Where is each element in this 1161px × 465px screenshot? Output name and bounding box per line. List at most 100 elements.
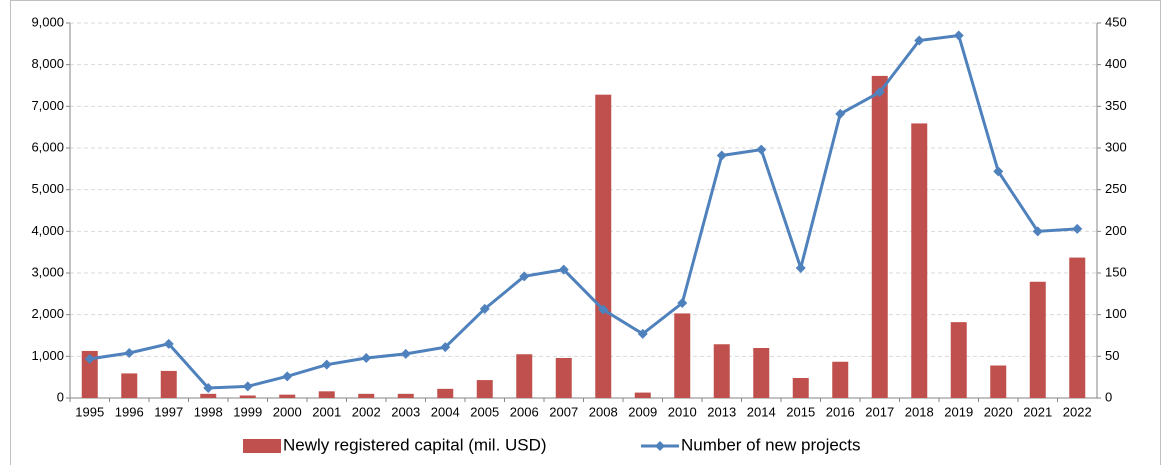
- x-tick-label: 1995: [75, 404, 104, 419]
- y-tick-label: 4,000: [31, 223, 64, 238]
- bar: [318, 391, 335, 398]
- marker: [716, 150, 727, 161]
- x-tick-label: 2013: [707, 404, 736, 419]
- marker: [440, 342, 451, 353]
- marker: [677, 298, 688, 308]
- marker: [637, 328, 648, 339]
- y2-tick-label: 350: [1105, 98, 1127, 113]
- chart-frame: [10, 0, 1161, 465]
- marker: [400, 348, 411, 359]
- legend-marker: [655, 441, 665, 451]
- x-tick-label: 2017: [865, 404, 894, 419]
- marker: [993, 166, 1004, 177]
- marker: [953, 30, 964, 41]
- bar: [1069, 257, 1086, 398]
- x-tick-label: 2009: [628, 404, 657, 419]
- marker: [361, 353, 372, 363]
- legend-label: Newly registered capital (mil. USD): [283, 435, 547, 454]
- y-tick-label: 3,000: [31, 264, 64, 279]
- y2-tick-label: 200: [1105, 223, 1127, 238]
- bar: [792, 378, 809, 398]
- y2-tick-label: 400: [1105, 56, 1127, 71]
- bar: [911, 123, 928, 399]
- marker: [163, 338, 174, 349]
- bar: [753, 348, 770, 398]
- y2-tick-label: 150: [1105, 264, 1127, 279]
- x-tick-label: 2007: [549, 404, 578, 419]
- bar: [950, 322, 967, 398]
- y2-tick-label: 300: [1105, 139, 1127, 154]
- bar: [1029, 281, 1046, 398]
- marker: [874, 87, 885, 98]
- marker: [242, 381, 253, 392]
- bar: [397, 393, 414, 398]
- x-tick-label: 1998: [194, 404, 223, 419]
- x-tick-label: 1999: [233, 404, 262, 419]
- y-tick-label: 5,000: [31, 181, 64, 196]
- x-tick-label: 2000: [273, 404, 302, 419]
- x-tick-label: 2016: [826, 404, 855, 419]
- y-tick-label: 6,000: [31, 139, 64, 154]
- bar: [595, 94, 612, 399]
- y2-tick-label: 50: [1105, 348, 1119, 363]
- y2-tick-label: 450: [1105, 14, 1127, 29]
- marker: [84, 353, 95, 364]
- y-tick-label: 0: [57, 389, 64, 404]
- y2-tick-label: 0: [1105, 389, 1112, 404]
- marker: [914, 35, 925, 46]
- bar: [358, 393, 375, 398]
- bar: [832, 361, 849, 398]
- marker: [203, 383, 214, 393]
- marker: [835, 108, 846, 119]
- x-tick-label: 2006: [510, 404, 539, 419]
- x-tick-label: 2021: [1023, 404, 1052, 419]
- x-tick-label: 2010: [668, 404, 697, 419]
- bar: [674, 313, 691, 398]
- x-tick-label: 2008: [589, 404, 618, 419]
- y-tick-label: 8,000: [31, 56, 64, 71]
- x-tick-label: 2015: [786, 404, 815, 419]
- x-tick-label: 2019: [944, 404, 973, 419]
- legend-swatch: [243, 439, 281, 453]
- bar: [200, 393, 217, 398]
- bar: [516, 354, 533, 398]
- marker: [1072, 223, 1083, 234]
- x-tick-label: 2018: [905, 404, 934, 419]
- x-tick-label: 2002: [352, 404, 381, 419]
- marker: [795, 263, 806, 273]
- marker: [479, 303, 490, 314]
- bar: [555, 358, 572, 398]
- marker: [519, 271, 530, 282]
- bar: [990, 365, 1007, 398]
- marker: [598, 304, 609, 315]
- bar: [476, 380, 493, 398]
- bar: [871, 75, 888, 399]
- bar: [713, 344, 730, 398]
- y-tick-label: 7,000: [31, 98, 64, 113]
- x-tick-label: 2005: [470, 404, 499, 419]
- x-tick-label: 2001: [312, 404, 341, 419]
- y2-tick-label: 100: [1105, 306, 1127, 321]
- marker: [282, 371, 293, 382]
- x-tick-label: 2004: [431, 404, 460, 419]
- marker: [124, 348, 135, 358]
- x-tick-label: 1996: [115, 404, 144, 419]
- marker: [558, 264, 569, 275]
- bar: [121, 373, 138, 398]
- y-tick-label: 2,000: [31, 306, 64, 321]
- marker: [321, 359, 332, 370]
- marker: [756, 144, 767, 155]
- y-tick-label: 9,000: [31, 14, 64, 29]
- y2-tick-label: 250: [1105, 181, 1127, 196]
- line: [89, 33, 1078, 390]
- bar: [160, 370, 177, 398]
- bar: [239, 395, 256, 398]
- bar: [279, 394, 296, 398]
- x-tick-label: 2020: [984, 404, 1013, 419]
- y-tick-label: 1,000: [31, 348, 64, 363]
- bar: [437, 388, 454, 398]
- bar: [81, 350, 98, 398]
- x-tick-label: 2014: [747, 404, 776, 419]
- bar: [634, 392, 651, 398]
